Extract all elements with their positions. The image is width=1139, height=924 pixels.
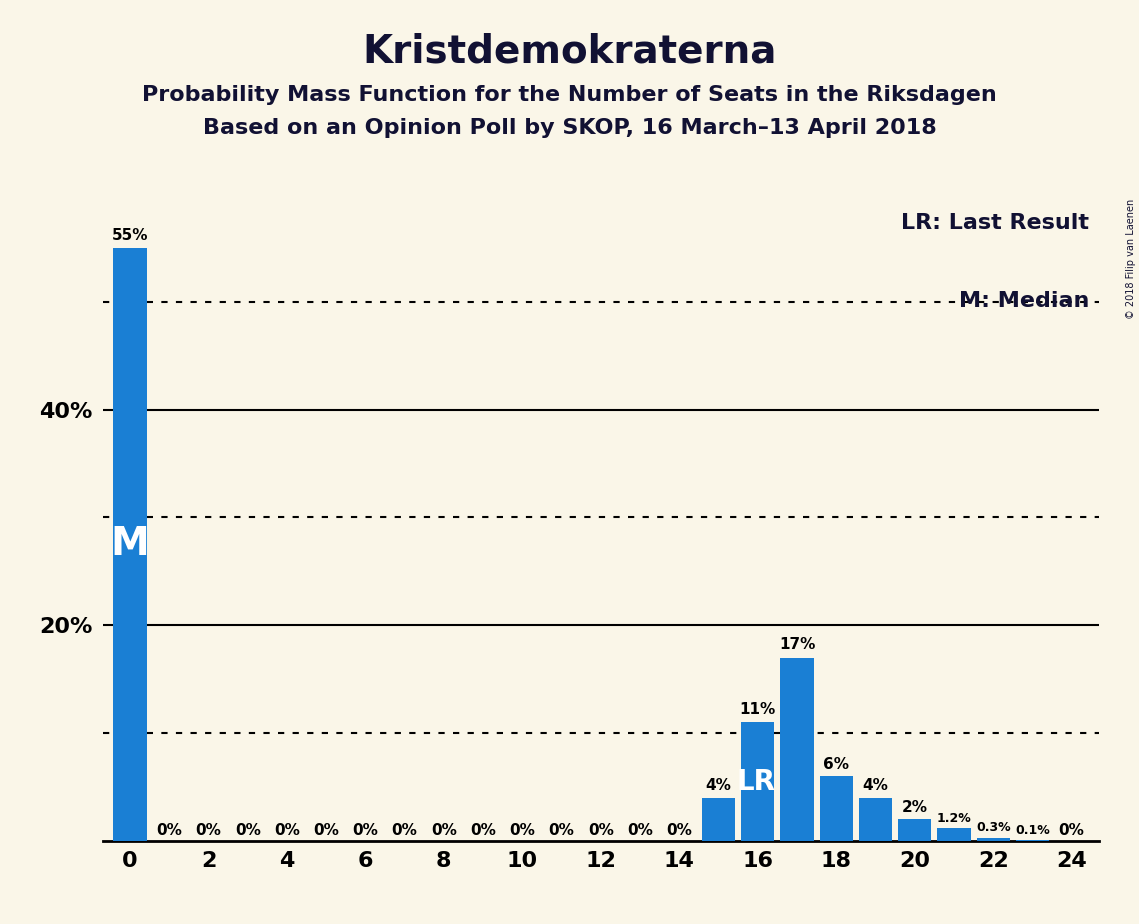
Text: M: M (110, 526, 149, 564)
Text: 0%: 0% (196, 822, 221, 837)
Text: 11%: 11% (739, 702, 776, 717)
Text: 0%: 0% (235, 822, 261, 837)
Text: 4%: 4% (862, 778, 888, 794)
Text: 0%: 0% (313, 822, 339, 837)
Text: 0%: 0% (431, 822, 457, 837)
Text: 0%: 0% (588, 822, 614, 837)
Bar (702, 797, 735, 841)
Text: © 2018 Filip van Laenen: © 2018 Filip van Laenen (1126, 199, 1136, 319)
Text: LR: LR (736, 768, 776, 796)
Text: M: Median: M: Median (959, 291, 1089, 311)
Bar (976, 837, 1010, 841)
Bar (937, 828, 970, 841)
Text: Probability Mass Function for the Number of Seats in the Riksdagen: Probability Mass Function for the Number… (142, 85, 997, 105)
Bar (113, 248, 147, 841)
Text: 0%: 0% (156, 822, 182, 837)
Text: 1.2%: 1.2% (936, 811, 972, 824)
Bar (780, 658, 813, 841)
Text: 0.1%: 0.1% (1015, 823, 1050, 836)
Text: 6%: 6% (823, 757, 850, 772)
Text: 0%: 0% (628, 822, 653, 837)
Text: 0%: 0% (392, 822, 418, 837)
Text: 0%: 0% (352, 822, 378, 837)
Text: 2%: 2% (902, 800, 928, 815)
Bar (898, 820, 932, 841)
Text: 17%: 17% (779, 638, 816, 652)
Text: 0%: 0% (1059, 822, 1084, 837)
Text: 0%: 0% (470, 822, 497, 837)
Bar (820, 776, 853, 841)
Text: 0%: 0% (509, 822, 535, 837)
Text: 4%: 4% (705, 778, 731, 794)
Text: Based on an Opinion Poll by SKOP, 16 March–13 April 2018: Based on an Opinion Poll by SKOP, 16 Mar… (203, 118, 936, 139)
Bar (859, 797, 892, 841)
Text: 0%: 0% (666, 822, 693, 837)
Bar (1016, 840, 1049, 841)
Text: 55%: 55% (112, 227, 148, 242)
Text: 0%: 0% (549, 822, 574, 837)
Text: 0%: 0% (274, 822, 300, 837)
Text: Kristdemokraterna: Kristdemokraterna (362, 32, 777, 70)
Bar (741, 723, 775, 841)
Text: 0.3%: 0.3% (976, 821, 1010, 834)
Text: LR: Last Result: LR: Last Result (901, 213, 1089, 234)
